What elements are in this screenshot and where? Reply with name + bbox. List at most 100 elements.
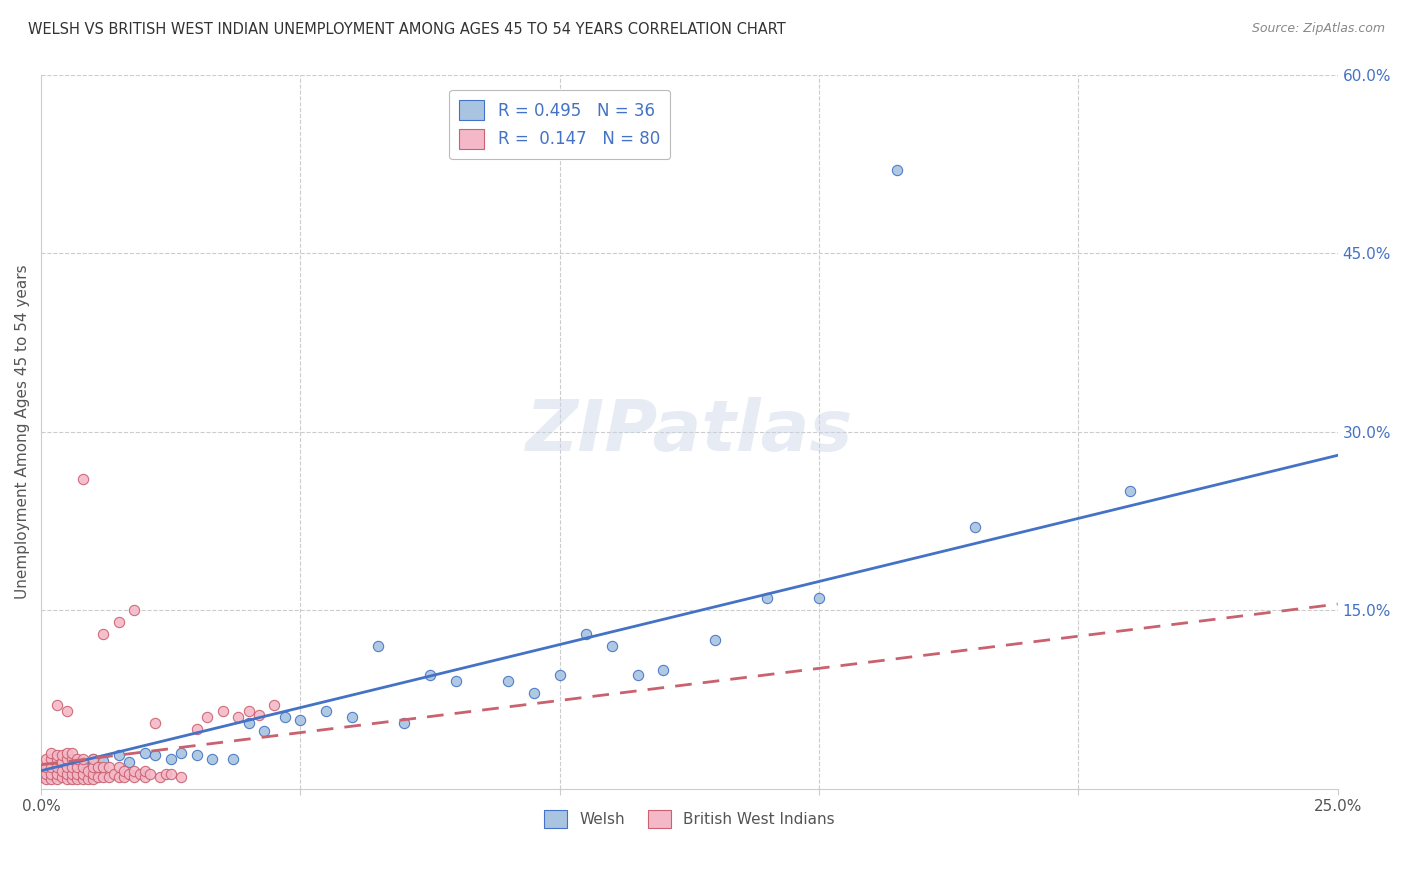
Point <box>155 767 177 781</box>
Point <box>704 632 727 647</box>
Point <box>143 748 166 763</box>
Point <box>247 707 270 722</box>
Point <box>41 772 63 786</box>
Point <box>87 760 110 774</box>
Point <box>56 746 79 760</box>
Point <box>72 472 94 486</box>
Point <box>41 752 63 766</box>
Point <box>66 767 89 781</box>
Point <box>1119 483 1142 498</box>
Point <box>35 767 58 781</box>
Point <box>35 760 58 774</box>
Point <box>93 627 115 641</box>
Point <box>56 704 79 718</box>
Point <box>315 704 337 718</box>
Point <box>118 756 141 770</box>
Point <box>72 772 94 786</box>
Point <box>195 710 218 724</box>
Point <box>45 698 67 713</box>
Point <box>51 756 73 770</box>
Point <box>56 772 79 786</box>
Point <box>444 674 467 689</box>
Point <box>93 754 115 768</box>
Point <box>963 519 986 533</box>
Point <box>238 704 260 718</box>
Point <box>496 674 519 689</box>
Point <box>51 748 73 763</box>
Point <box>72 756 94 770</box>
Point <box>56 767 79 781</box>
Point <box>128 767 150 781</box>
Point <box>56 752 79 766</box>
Point <box>392 716 415 731</box>
Point <box>159 767 181 781</box>
Point <box>600 639 623 653</box>
Point <box>66 760 89 774</box>
Point <box>238 716 260 731</box>
Point <box>112 764 135 778</box>
Point <box>253 724 276 739</box>
Point <box>134 770 156 784</box>
Point <box>45 748 67 763</box>
Point <box>82 767 104 781</box>
Point <box>108 748 131 763</box>
Point <box>66 772 89 786</box>
Point <box>201 752 224 766</box>
Point <box>170 770 193 784</box>
Point <box>419 668 441 682</box>
Point <box>82 752 104 766</box>
Point <box>170 746 193 760</box>
Point <box>41 767 63 781</box>
Text: WELSH VS BRITISH WEST INDIAN UNEMPLOYMENT AMONG AGES 45 TO 54 YEARS CORRELATION : WELSH VS BRITISH WEST INDIAN UNEMPLOYMEN… <box>28 22 786 37</box>
Point <box>56 760 79 774</box>
Point <box>51 770 73 784</box>
Point <box>222 752 245 766</box>
Point <box>41 746 63 760</box>
Point <box>263 698 285 713</box>
Point <box>35 772 58 786</box>
Point <box>159 752 181 766</box>
Point <box>60 746 83 760</box>
Point <box>149 770 172 784</box>
Point <box>82 760 104 774</box>
Point <box>45 767 67 781</box>
Point <box>124 603 146 617</box>
Point <box>82 772 104 786</box>
Point <box>290 713 312 727</box>
Point <box>41 760 63 774</box>
Point <box>548 668 571 682</box>
Point <box>118 767 141 781</box>
Point <box>82 752 104 766</box>
Point <box>139 767 162 781</box>
Point <box>60 752 83 766</box>
Point <box>45 752 67 766</box>
Point <box>97 770 120 784</box>
Point <box>72 760 94 774</box>
Point <box>60 760 83 774</box>
Point <box>124 770 146 784</box>
Point <box>87 770 110 784</box>
Point <box>35 752 58 766</box>
Point <box>226 710 249 724</box>
Point <box>112 770 135 784</box>
Point <box>108 770 131 784</box>
Point <box>626 668 648 682</box>
Text: ZIPatlas: ZIPatlas <box>526 397 853 466</box>
Text: Source: ZipAtlas.com: Source: ZipAtlas.com <box>1251 22 1385 36</box>
Y-axis label: Unemployment Among Ages 45 to 54 years: Unemployment Among Ages 45 to 54 years <box>15 264 30 599</box>
Point <box>72 767 94 781</box>
Point <box>60 772 83 786</box>
Point <box>30 770 52 784</box>
Point <box>45 760 67 774</box>
Point <box>93 770 115 784</box>
Point <box>124 764 146 778</box>
Point <box>76 772 98 786</box>
Point <box>45 772 67 786</box>
Point <box>808 591 831 606</box>
Point <box>211 704 233 718</box>
Point <box>274 710 297 724</box>
Point <box>134 746 156 760</box>
Point <box>76 764 98 778</box>
Point <box>186 722 208 736</box>
Point <box>51 764 73 778</box>
